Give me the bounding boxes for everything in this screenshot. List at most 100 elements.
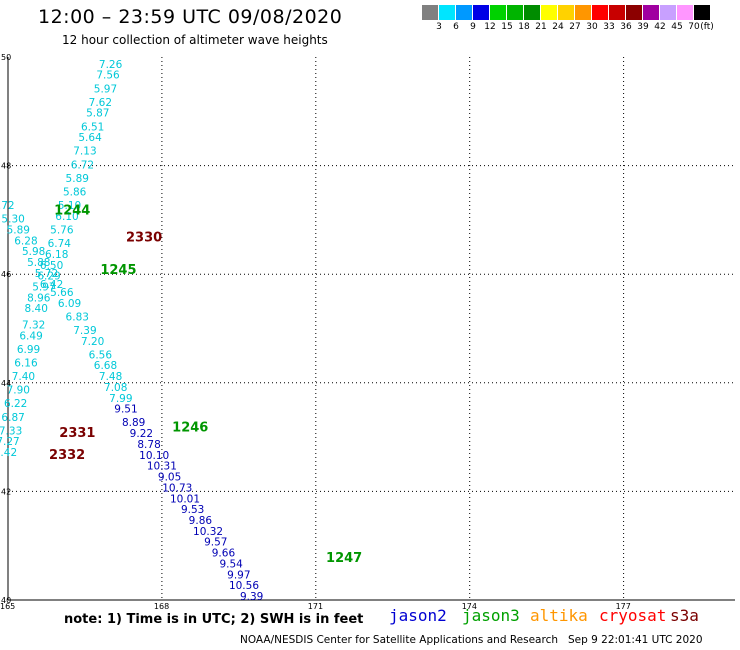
legend-swatches [422,5,711,20]
y-tick-label: 44 [1,379,11,388]
legend-swatch [456,5,473,20]
wave-height-value: 7.20 [81,336,104,348]
wave-height-value: 7.56 [96,70,120,82]
wave-height-value: 9.51 [114,404,137,416]
wave-height-value: 7.33 [0,425,22,437]
legend-unit: (ft) [700,22,714,32]
wave-height-value: 6.16 [14,358,38,370]
track-time-label: 1247 [326,551,362,566]
y-tick-label: 50 [1,53,11,62]
satellite-label-cryosat: cryosat [599,606,667,625]
legend-label: 45 [671,22,683,32]
legend-label: 70 [688,22,700,32]
wave-height-value: 9.54 [219,558,243,570]
wave-height-value: 6.83 [66,311,89,323]
legend-label: 36 [620,22,632,32]
legend-swatch [626,5,643,20]
legend-swatch [524,5,541,20]
legend-swatch [660,5,677,20]
wave-height-value: 7.39 [73,325,96,337]
wave-height-value: 10.10 [139,450,169,462]
wave-height-value: 5.98 [22,246,45,258]
y-tick-label: 40 [1,596,11,605]
legend-swatch [439,5,456,20]
wave-height-value: 6.87 [1,412,24,424]
wave-height-value: 5.97 [32,281,55,293]
y-tick-label: 46 [1,270,11,279]
wave-height-value: 6.42 [0,447,17,459]
wave-height-value: 6.72 [71,159,94,171]
legend-label: 6 [453,22,459,32]
wave-height-value: 6.18 [45,249,68,261]
track-time-label: 1246 [172,421,208,436]
track-time-label: 2331 [59,426,95,441]
legend-swatch [541,5,558,20]
wave-height-value: 6.22 [4,398,27,410]
wave-height-value: 6.56 [89,349,113,361]
wave-height-value: 9.57 [204,537,227,549]
wave-height-value: 5.72 [35,268,58,280]
footer-timestamp: Sep 9 22:01:41 UTC 2020 [568,634,703,646]
legend-label: 42 [654,22,666,32]
track-time-label: 1244 [54,203,90,218]
satellite-label-s3a: s3a [670,606,699,625]
x-tick-label: 177 [616,602,631,611]
wave-height-value: 6.42 [40,279,63,291]
wave-height-value: 5.10 [58,200,81,212]
x-tick-label: 174 [462,602,477,611]
wave-height-value: 9.97 [227,569,250,581]
page-subtitle: 12 hour collection of altimeter wave hei… [62,33,328,47]
wave-height-value: 6.09 [58,298,81,310]
wave-height-value: 7.62 [89,97,112,109]
wave-height-value: 6.51 [81,121,104,133]
wave-height-value: 9.66 [212,548,236,560]
wave-height-value: 9.86 [189,515,213,527]
wave-height-value: 7.40 [12,371,35,383]
x-tick-label: 165 [0,602,15,611]
wave-height-value: 8.40 [25,303,48,315]
wave-height-value: 6.50 [40,260,63,272]
wave-height-value: 6.49 [19,330,42,342]
wave-height-value: 6.68 [94,360,117,372]
footer-credit: NOAA/NESDIS Center for Satellite Applica… [240,634,703,646]
wave-height-value: 8.96 [27,292,51,304]
legend-swatch [609,5,626,20]
wave-height-value: 7.26 [99,59,123,71]
wave-height-value: 8.78 [137,439,160,451]
satellite-label-jason3: jason3 [462,606,520,625]
color-legend: 3 6 9 12 15 18 21 24 27 30 33 36 39 42 45 70 (ft) [422,5,714,34]
wave-height-value: 10.32 [193,526,223,538]
legend-swatch [575,5,592,20]
legend-label: 9 [470,22,476,32]
legend-labels: 3 6 9 12 15 18 21 24 27 30 33 36 39 42 45 70 (ft) [422,20,714,34]
wave-height-value: 9.22 [130,428,153,440]
legend-label: 3 [436,22,442,32]
wave-height-value: 5.86 [63,186,87,198]
legend-swatch [473,5,490,20]
wave-height-value: 5.88 [27,257,50,269]
wave-height-value: 10.73 [162,482,192,494]
legend-label: 39 [637,22,649,32]
y-tick-label: 42 [1,487,11,496]
wave-height-value: 9.53 [181,504,204,516]
legend-swatch [422,5,439,20]
satellite-label-jason2: jason2 [389,606,447,625]
wave-height-value: 10.31 [147,461,177,473]
wave-height-value: 8.89 [122,417,145,429]
legend-label: 30 [586,22,598,32]
wave-height-value: 10.01 [170,493,200,505]
legend-label: 33 [603,22,615,32]
wave-height-value: 7.48 [99,371,122,383]
x-tick-label: 171 [308,602,323,611]
satellite-label-altika: altika [530,606,588,625]
track-time-label: 2332 [49,448,85,463]
wave-height-value: 6.74 [48,238,72,250]
legend-swatch [490,5,507,20]
wave-height-value: 10.56 [229,580,259,592]
footer-org: NOAA/NESDIS Center for Satellite Applica… [240,634,558,646]
footnote: note: 1) Time is in UTC; 2) SWH is in fe… [64,612,364,627]
legend-label: 27 [569,22,581,32]
wave-height-value: 7.99 [109,393,132,405]
legend-swatch [592,5,609,20]
page-title: 12:00 – 23:59 UTC 09/08/2020 [38,6,343,28]
